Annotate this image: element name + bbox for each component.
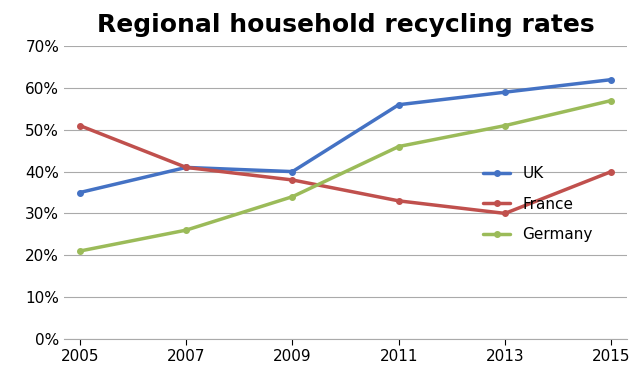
UK <box>395 102 403 107</box>
Line: Germany: Germany <box>77 98 614 254</box>
UK <box>289 169 296 174</box>
France <box>76 123 84 128</box>
Line: France: France <box>77 123 614 216</box>
France <box>395 199 403 203</box>
France <box>182 165 190 170</box>
UK <box>182 165 190 170</box>
Germany <box>395 144 403 149</box>
Germany <box>182 228 190 233</box>
Legend: UK, France, Germany: UK, France, Germany <box>483 166 593 242</box>
UK <box>501 90 509 94</box>
Title: Regional household recycling rates: Regional household recycling rates <box>97 13 595 37</box>
France <box>289 177 296 182</box>
Germany <box>76 249 84 253</box>
UK <box>607 77 615 82</box>
Line: UK: UK <box>77 77 614 195</box>
France <box>607 169 615 174</box>
UK <box>76 190 84 195</box>
France <box>501 211 509 216</box>
Germany <box>289 194 296 199</box>
Germany <box>607 98 615 103</box>
Germany <box>501 123 509 128</box>
